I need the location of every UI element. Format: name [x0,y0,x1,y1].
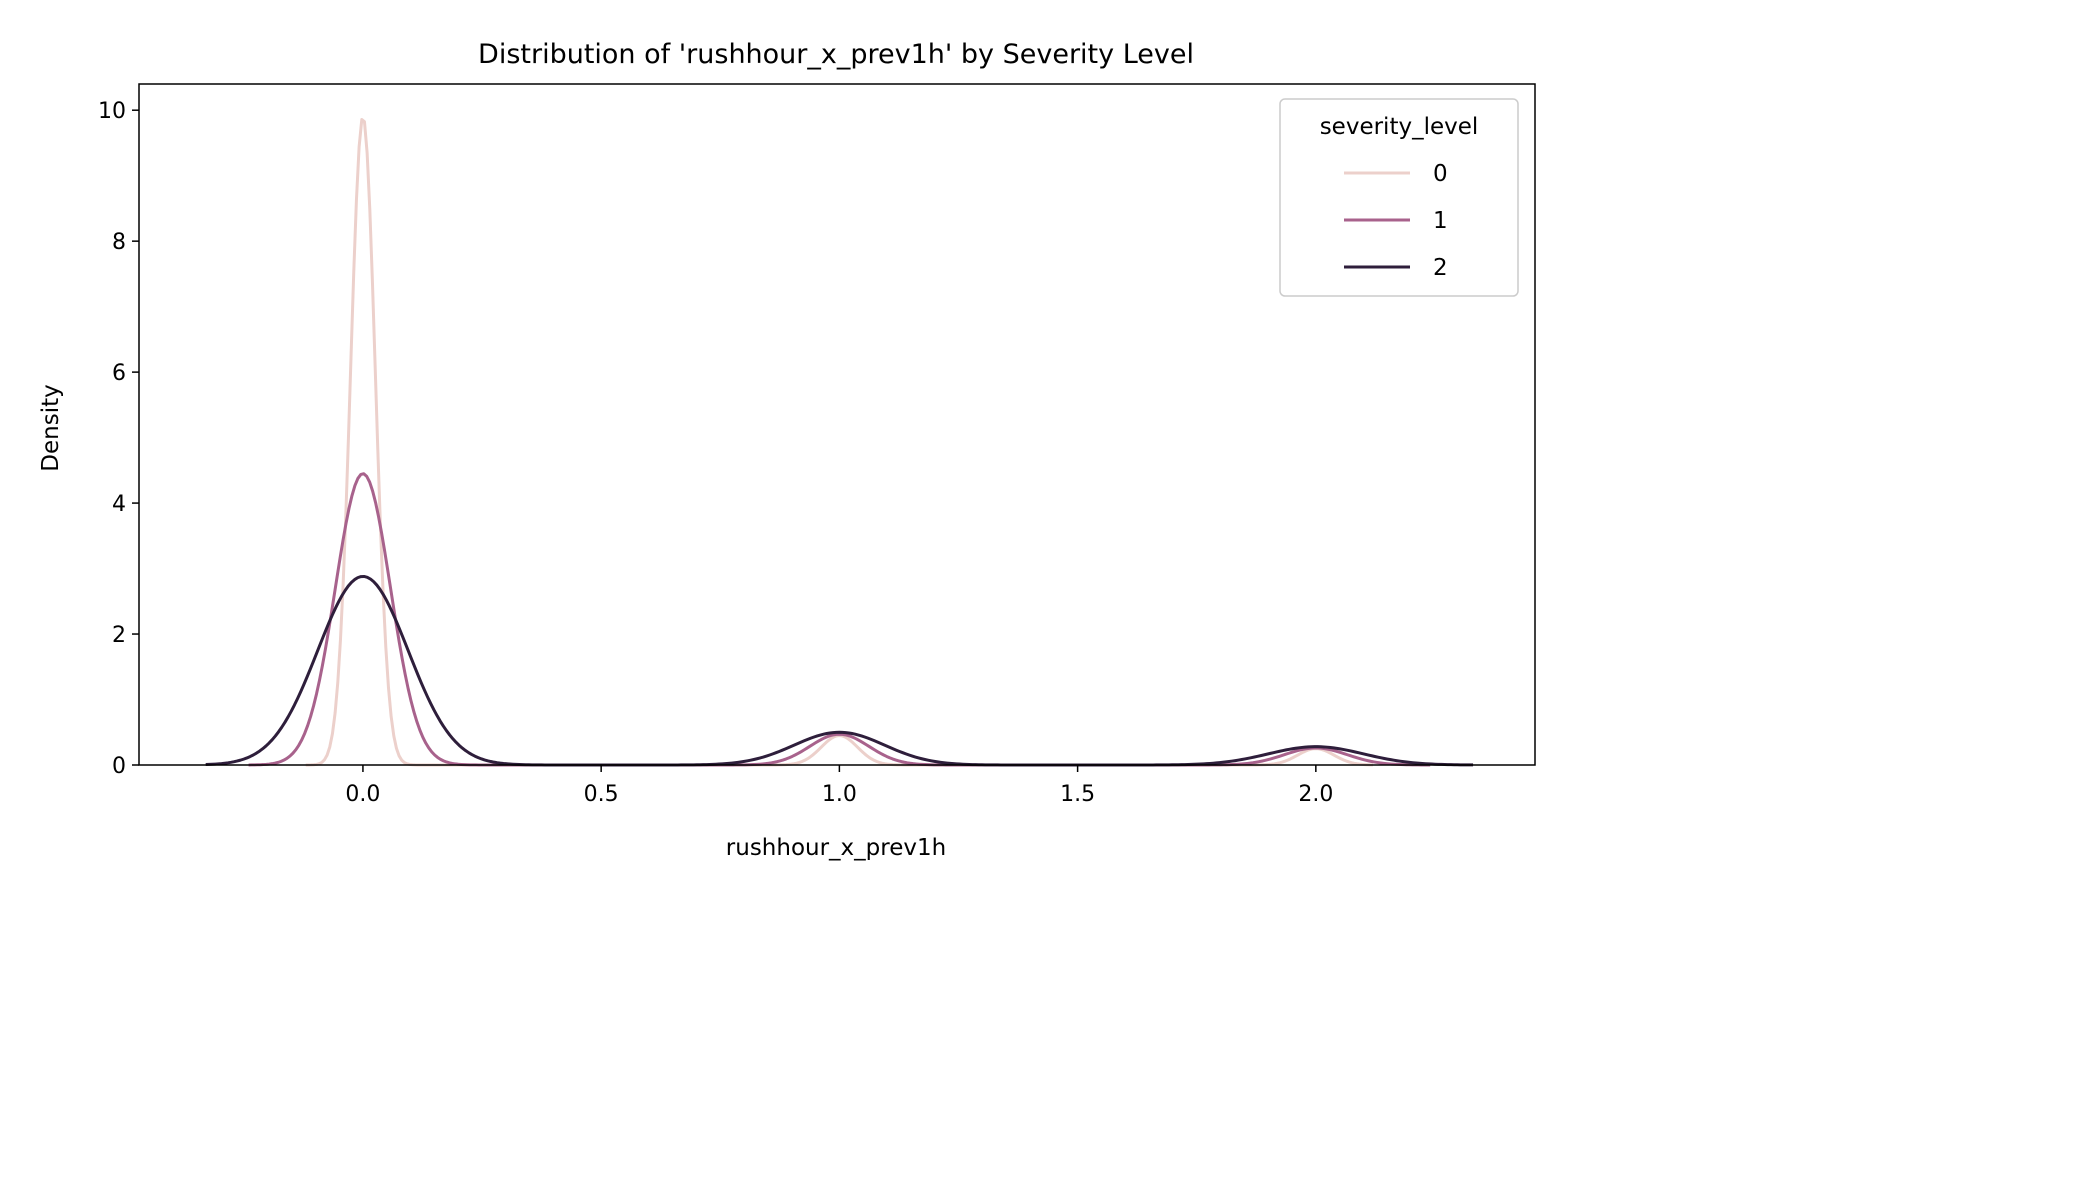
legend-box [1279,98,1519,297]
x-axis-label: rushhour_x_prev1h [726,835,946,861]
y-tick-label: 10 [98,99,126,124]
series-line-0 [305,118,1374,767]
series-line-1 [248,472,1431,767]
x-tick-label: 0.5 [584,782,619,807]
legend-title: severity_level [1320,114,1479,140]
x-tick-label: 0.0 [345,782,380,807]
y-tick-label: 4 [112,492,126,517]
plot-frame [138,83,1536,766]
series-line-2 [205,574,1474,767]
y-tick-label: 2 [112,623,126,648]
legend-label-0: 0 [1433,161,1448,187]
y-axis: 0 2 4 6 8 10 [98,99,139,779]
y-tick-label: 6 [112,361,126,386]
legend: severity_level 0 1 2 [1279,98,1519,297]
chart-title: Distribution of 'rushhour_x_prev1h' by S… [478,39,1194,70]
legend-items: 0 1 2 [1344,161,1448,281]
y-tick-label: 0 [112,754,126,779]
x-tick-label: 2.0 [1298,782,1333,807]
x-tick-label: 1.0 [822,782,857,807]
legend-label-1: 1 [1433,208,1448,234]
y-axis-label: Density [38,384,64,471]
x-tick-label: 1.5 [1060,782,1095,807]
y-tick-label: 8 [112,230,126,255]
x-axis: 0.0 0.5 1.0 1.5 2.0 [345,765,1333,807]
legend-label-2: 2 [1433,255,1448,281]
kde-chart: Distribution of 'rushhour_x_prev1h' by S… [38,39,1536,861]
